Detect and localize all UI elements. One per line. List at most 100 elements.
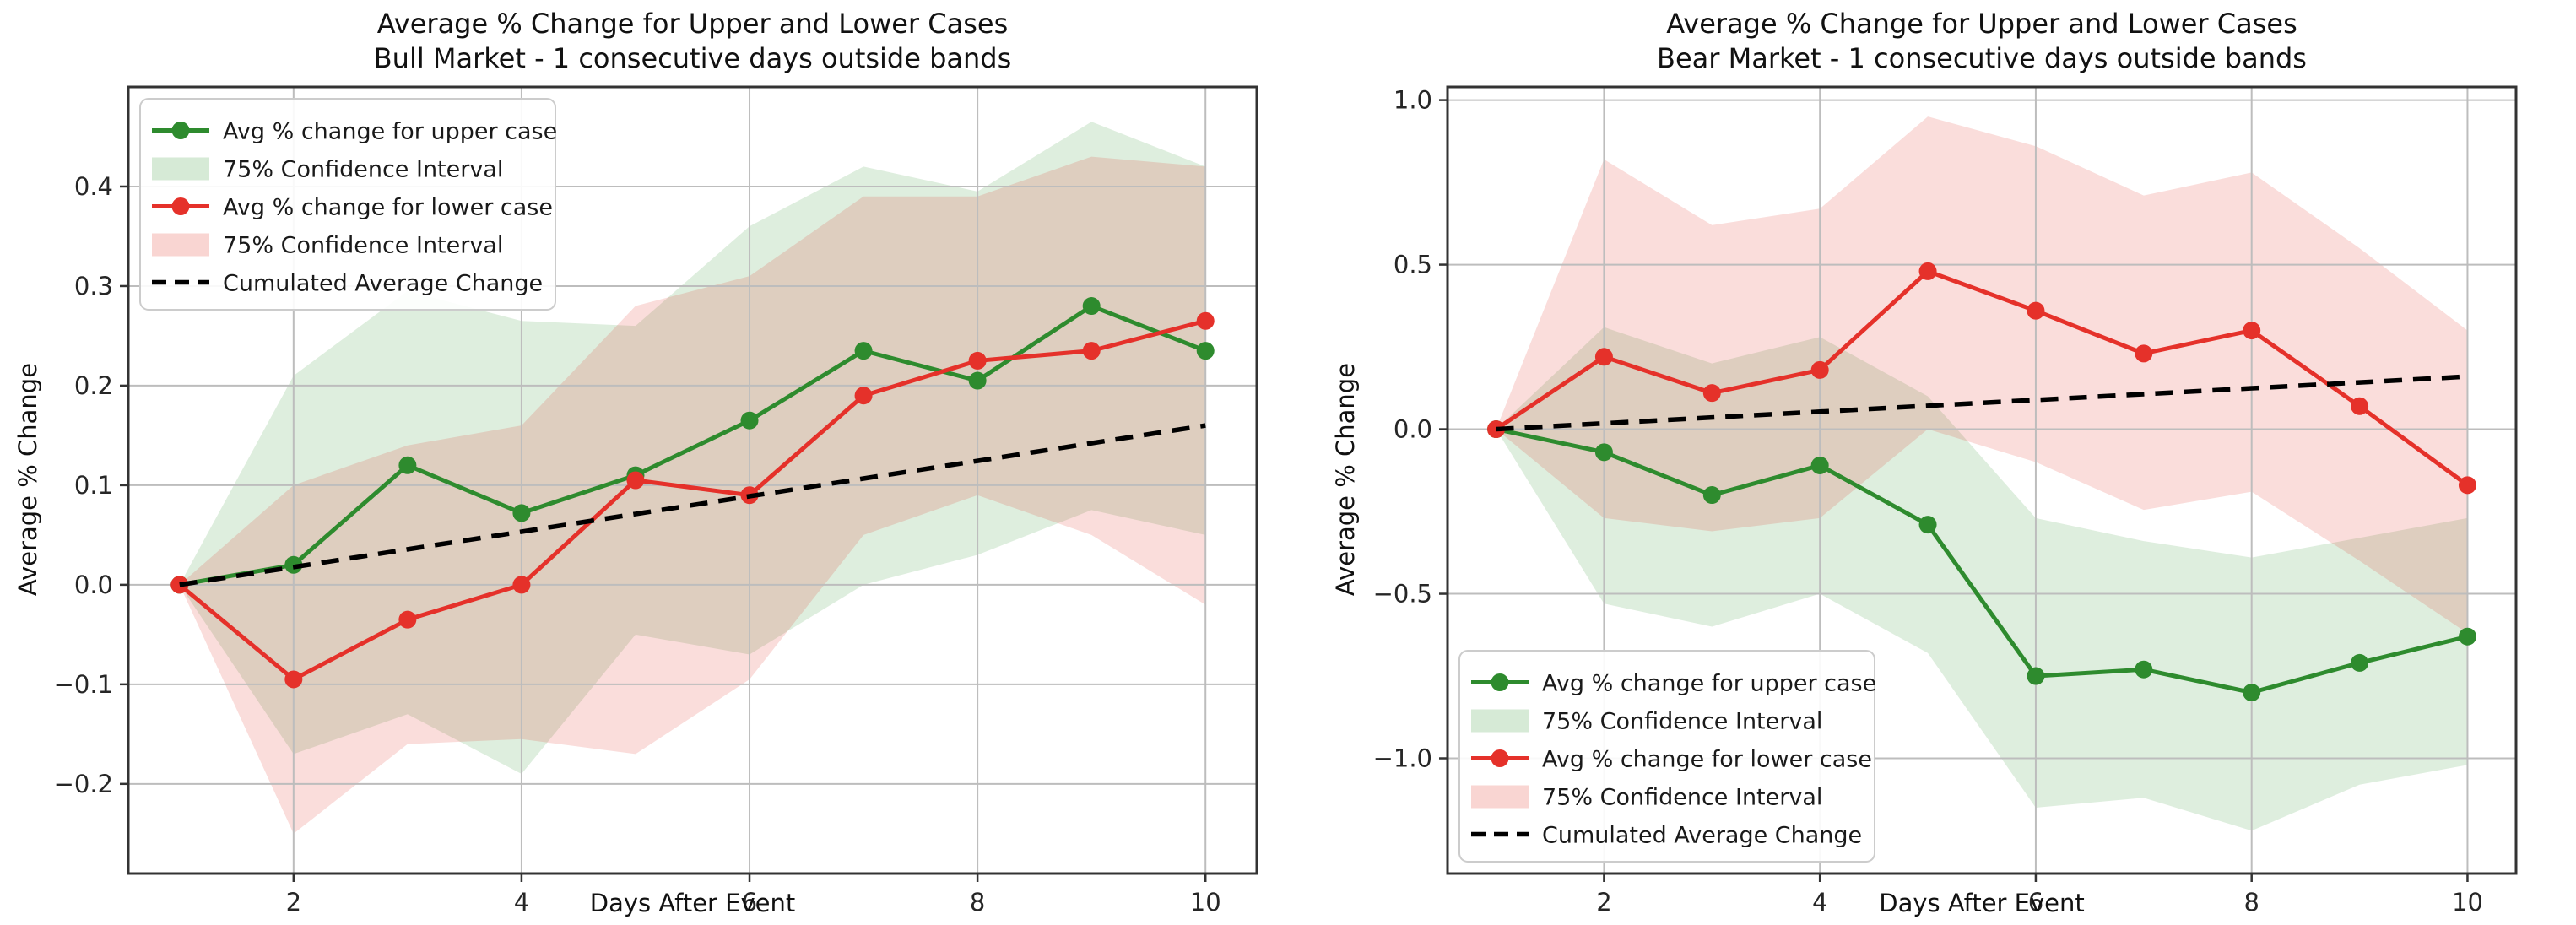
x-tick-label: 4 xyxy=(1812,888,1827,917)
gridlines xyxy=(128,87,1257,874)
lower-case-ci-band xyxy=(179,156,1206,834)
bear-title-line1: Average % Change for Upper and Lower Cas… xyxy=(1666,8,2297,40)
upper-case-ci-band xyxy=(1496,327,2468,831)
legend-marker-swatch xyxy=(1491,749,1509,767)
x-tick-label: 2 xyxy=(1596,888,1611,917)
legend-item-lower-case-ci-band: 75% Confidence Interval xyxy=(1471,785,1822,811)
upper-case-line-marker xyxy=(512,504,531,522)
upper-case-line-marker xyxy=(1810,456,1829,474)
axis-ticks: 2 4 6 8 10 0.4 0.3 0.2 0.1 0.0 −0.1 −0.2 xyxy=(54,172,1221,917)
x-tick-label: 2 xyxy=(286,888,301,917)
bull-chart-title: Average % Change for Upper and Lower Cas… xyxy=(128,7,1257,76)
upper-case-line-marker xyxy=(2243,684,2261,702)
upper-case-line-marker xyxy=(968,371,987,390)
y-tick-label: 0.5 xyxy=(1394,251,1432,279)
bull-xaxis-label: Days After Event xyxy=(589,889,796,917)
legend-item-lower-case-line: Avg % change for lower case xyxy=(1471,747,1872,773)
legend-item-upper-case-ci-band: 75% Confidence Interval xyxy=(1471,709,1822,735)
legend-band-swatch xyxy=(152,233,209,257)
legend-label: 75% Confidence Interval xyxy=(223,157,503,183)
lower-case-line-marker xyxy=(968,351,987,370)
legend-item-cumulated-average-line: Cumulated Average Change xyxy=(152,271,543,297)
lower-case-line-marker xyxy=(2243,322,2261,340)
upper-case-line-marker xyxy=(1082,297,1101,316)
x-tick-label: 10 xyxy=(1190,888,1221,917)
legend-label: Cumulated Average Change xyxy=(223,271,543,297)
legend-marker-swatch xyxy=(171,197,190,215)
y-tick-label: 0.2 xyxy=(74,371,113,400)
lower-case-line-path xyxy=(1495,268,2469,487)
lower-case-line-marker xyxy=(626,471,645,490)
plot-border xyxy=(127,85,1258,875)
x-tick-label: 8 xyxy=(970,888,985,917)
lower-case-line-marker xyxy=(1594,348,1613,366)
upper-case-line-path xyxy=(1496,427,2469,695)
lower-case-line-marker xyxy=(1487,420,1506,439)
legend-band-swatch xyxy=(152,157,209,181)
x-tick-label: 6 xyxy=(2028,888,2043,917)
y-tick-label: 0.0 xyxy=(74,571,113,599)
x-tick-label: 6 xyxy=(742,888,757,917)
y-tick-label: 0.0 xyxy=(1394,415,1432,444)
legend-item-cumulated-average-line: Cumulated Average Change xyxy=(1471,823,1862,849)
bear-xaxis-label: Days After Event xyxy=(1879,889,2085,917)
upper-case-line-marker xyxy=(1594,443,1613,462)
bull-yaxis-label: Average % Change xyxy=(14,362,42,597)
legend-label: Avg % change for lower case xyxy=(1542,747,1872,773)
upper-case-line-marker xyxy=(2027,667,2045,685)
legend-item-lower-case-line: Avg % change for lower case xyxy=(152,195,553,221)
legend-band-swatch xyxy=(1471,785,1529,809)
legend-label: 75% Confidence Interval xyxy=(1542,785,1822,811)
y-tick-label: 1.0 xyxy=(1394,86,1432,115)
cumulated-average-line xyxy=(179,423,1206,587)
axis-ticks: 2 4 6 8 10 1.0 0.5 0.0 −0.5 −1.0 xyxy=(1373,86,2483,917)
legend-band-swatch xyxy=(1471,709,1529,733)
cumulated-average-line xyxy=(1496,374,2468,432)
upper-case-line-marker xyxy=(1702,486,1721,505)
legend-label: Avg % change for upper case xyxy=(1542,671,1876,697)
legend-marker-swatch xyxy=(1491,673,1509,691)
y-tick-label: −0.1 xyxy=(54,670,113,699)
bull-title-line2: Bull Market - 1 consecutive days outside… xyxy=(373,42,1012,74)
legend: Avg % change for upper case 75% Confidenc… xyxy=(1458,650,1876,863)
y-tick-label: 0.1 xyxy=(74,471,113,500)
lower-case-line-marker xyxy=(2027,301,2045,320)
y-tick-label: −1.0 xyxy=(1373,744,1432,773)
lower-case-line-path xyxy=(178,318,1206,682)
lower-case-line-marker xyxy=(1702,384,1721,403)
legend-item-lower-case-ci-band: 75% Confidence Interval xyxy=(152,233,503,259)
lower-case-line xyxy=(1487,262,2476,495)
upper-case-line-marker xyxy=(854,342,873,360)
lower-case-line-marker xyxy=(1082,342,1101,360)
legend-label: 75% Confidence Interval xyxy=(223,233,503,259)
x-tick-label: 4 xyxy=(514,888,529,917)
lower-case-line-marker xyxy=(854,387,873,405)
y-tick-label: 0.4 xyxy=(74,172,113,201)
x-tick-label: 8 xyxy=(2243,888,2259,917)
bull-market-chart: 2 4 6 8 10 0.4 0.3 0.2 0.1 0.0 −0.1 −0.2 Avg % chang… xyxy=(54,85,1258,917)
upper-case-line-marker xyxy=(398,456,417,474)
lower-case-line-marker xyxy=(2135,344,2153,363)
upper-case-line-marker xyxy=(740,411,759,430)
lower-case-line-marker xyxy=(1196,311,1215,330)
bear-chart-title: Average % Change for Upper and Lower Cas… xyxy=(1448,7,2516,76)
legend-item-upper-case-ci-band: 75% Confidence Interval xyxy=(152,157,503,183)
lower-case-line-marker xyxy=(512,576,531,594)
legend-label: Avg % change for lower case xyxy=(223,195,553,221)
y-tick-label: −0.2 xyxy=(54,770,113,798)
y-tick-label: −0.5 xyxy=(1373,580,1432,609)
plot-border xyxy=(1446,85,2518,875)
y-tick-label: 0.3 xyxy=(74,272,113,300)
legend-box xyxy=(139,98,556,311)
lower-case-line-marker xyxy=(284,670,303,689)
lower-case-line-marker xyxy=(1810,360,1829,379)
upper-case-line-marker xyxy=(1918,516,1937,534)
upper-case-line xyxy=(1487,420,2476,702)
lower-case-line-marker xyxy=(1918,262,1937,280)
legend-marker-swatch xyxy=(171,122,190,139)
legend-item-upper-case-line: Avg % change for upper case xyxy=(1471,671,1876,697)
legend-item-upper-case-line: Avg % change for upper case xyxy=(152,119,557,145)
bear-market-chart: 2 4 6 8 10 1.0 0.5 0.0 −0.5 −1.0 Avg % change for … xyxy=(1373,85,2518,917)
upper-case-line-marker xyxy=(2135,660,2153,679)
legend: Avg % change for upper case 75% Confidenc… xyxy=(139,98,557,311)
